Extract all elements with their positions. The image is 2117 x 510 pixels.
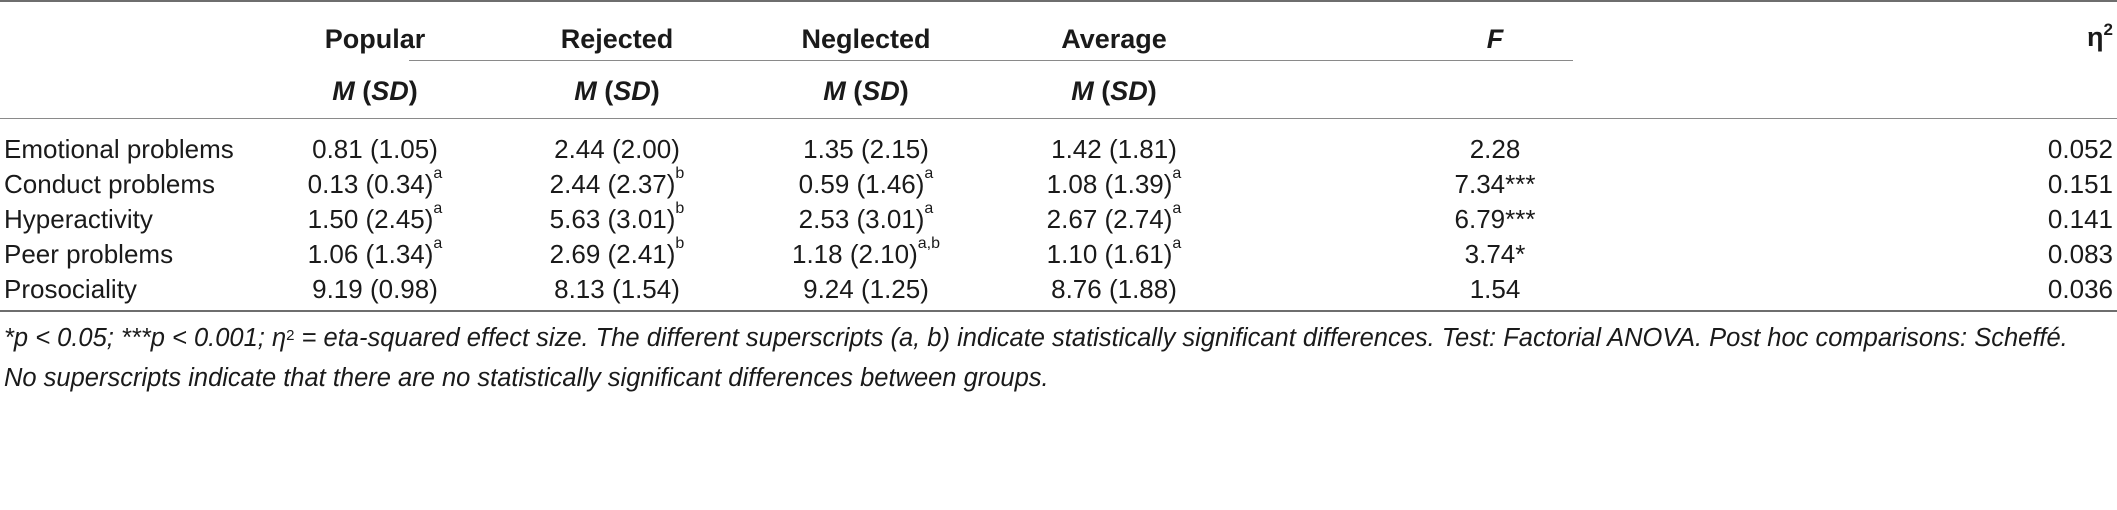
row-label: Hyperactivity — [4, 204, 153, 234]
row-label: Prosociality — [4, 274, 137, 304]
subheader-average: M (SD) — [1071, 76, 1157, 106]
table-top-rule — [0, 0, 2117, 2]
cell-eta: 0.052 — [2047, 134, 2113, 164]
table-row-prosociality: Prosociality 9.19 (0.98) 8.13 (1.54) 9.2… — [0, 266, 2117, 313]
table-row-emotional: Emotional problems 0.81 (1.05) 2.44 (2.0… — [0, 126, 2117, 173]
row-label: Emotional problems — [4, 134, 234, 164]
cell-popular: 0.81 (1.05) — [312, 134, 438, 164]
header-eta-squared: η2 — [2087, 20, 2113, 52]
header-rejected: Rejected — [560, 24, 674, 54]
cell-rejected: 2.44 (2.00) — [554, 134, 680, 164]
table-footnote: *p < 0.05; ***p < 0.001; η2 = eta-square… — [4, 324, 2068, 392]
cell-f: 1.54 — [1469, 274, 1521, 304]
subheader-rejected: M (SD) — [574, 76, 660, 106]
cell-eta: 0.141 — [2047, 204, 2113, 234]
cell-eta: 0.036 — [2047, 274, 2113, 304]
header-average: Average — [1061, 24, 1167, 54]
subheader-popular: M (SD) — [332, 76, 418, 106]
cell-neglected: 1.18 (2.10)a,b — [792, 235, 940, 269]
table-row-hyperactivity: Hyperactivity 1.50 (2.45)a 5.63 (3.01)b … — [0, 196, 2117, 243]
cell-popular: 9.19 (0.98) — [312, 274, 438, 304]
cell-neglected: 1.35 (2.15) — [803, 134, 929, 164]
cell-rejected: 5.63 (3.01)b — [549, 200, 685, 234]
header-neglected: Neglected — [801, 24, 931, 54]
cell-average: 1.10 (1.61)a — [1046, 235, 1182, 269]
cell-eta: 0.083 — [2047, 239, 2113, 269]
cell-rejected: 2.44 (2.37)b — [549, 165, 685, 199]
cell-average: 1.08 (1.39)a — [1046, 165, 1182, 199]
cell-rejected: 2.69 (2.41)b — [549, 235, 685, 269]
row-label: Conduct problems — [4, 169, 215, 199]
cell-rejected: 8.13 (1.54) — [554, 274, 680, 304]
cell-neglected: 2.53 (3.01)a — [798, 200, 934, 234]
cell-popular: 1.06 (1.34)a — [307, 235, 443, 269]
table-row-peer: Peer problems 1.06 (1.34)a 2.69 (2.41)b … — [0, 231, 2117, 278]
header-popular: Popular — [324, 24, 426, 54]
cell-popular: 0.13 (0.34)a — [307, 165, 443, 199]
header-group-rule — [409, 60, 1573, 61]
subheader-neglected: M (SD) — [823, 76, 909, 106]
row-label: Peer problems — [4, 239, 174, 269]
cell-neglected: 0.59 (1.46)a — [798, 165, 934, 199]
cell-f: 2.28 — [1469, 134, 1521, 164]
cell-average: 8.76 (1.88) — [1051, 274, 1177, 304]
header-f: F — [1486, 24, 1504, 54]
cell-f: 7.34*** — [1454, 169, 1536, 199]
cell-eta: 0.151 — [2047, 169, 2113, 199]
header-bottom-rule — [0, 118, 2117, 119]
cell-f: 3.74* — [1464, 239, 1526, 269]
cell-neglected: 9.24 (1.25) — [803, 274, 929, 304]
table-bottom-rule — [0, 310, 2117, 312]
cell-average: 1.42 (1.81) — [1051, 134, 1177, 164]
cell-popular: 1.50 (2.45)a — [307, 200, 443, 234]
cell-f: 6.79*** — [1454, 204, 1536, 234]
table-row-conduct: Conduct problems 0.13 (0.34)a 2.44 (2.37… — [0, 161, 2117, 208]
cell-average: 2.67 (2.74)a — [1046, 200, 1182, 234]
